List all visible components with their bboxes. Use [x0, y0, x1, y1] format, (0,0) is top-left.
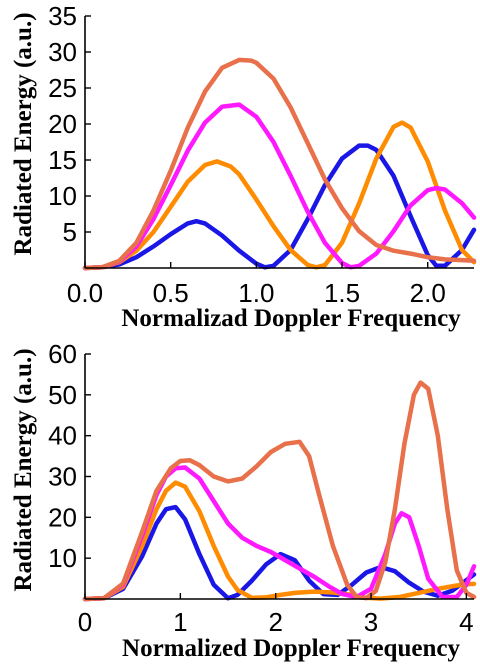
series-line-1: [82, 143, 477, 271]
y-tick-label: 10: [48, 543, 77, 573]
x-tick-label: 0.0: [67, 278, 103, 308]
y-tick-label: 35: [48, 1, 77, 31]
y-tick-label: 20: [48, 109, 77, 139]
x-tick-label: 0.5: [153, 278, 189, 308]
y-tick-label: 15: [48, 145, 77, 175]
y-axis-label: Radiated Energy (a.u.): [10, 12, 37, 255]
chart-panel-top: Radiated Energy (a.u.) Normalizad Dopple…: [10, 1, 477, 332]
series-line-2: [82, 120, 477, 271]
y-tick-label: 20: [48, 502, 77, 532]
x-tick-label: 1.5: [324, 278, 360, 308]
y-tick-label: 30: [48, 462, 77, 492]
y-tick-label: 60: [48, 339, 77, 369]
x-tick-label: 3: [364, 607, 378, 637]
y-tick-label: 30: [48, 37, 77, 67]
y-tick-label: 10: [48, 181, 77, 211]
x-tick-label: 4: [459, 607, 473, 637]
x-tick-label: 1: [173, 607, 187, 637]
x-axis-label: Normalizad Doppler Frequency: [121, 305, 461, 332]
y-axis-label: Radiated Energy (a.u.): [10, 348, 37, 591]
x-axis-label: Normalized Doppler Frequency: [122, 635, 460, 662]
y-tick-label: 25: [48, 73, 77, 103]
x-tick-label: 0: [78, 607, 92, 637]
x-tick-label: 2.0: [410, 278, 446, 308]
y-tick-label: 50: [48, 380, 77, 410]
series-line-2: [82, 480, 477, 602]
series-line-4: [82, 57, 477, 271]
chart-panel-bottom: Radiated Energy (a.u.) Normalized Dopple…: [10, 339, 477, 662]
y-tick-label: 40: [48, 421, 77, 451]
series-line-3: [82, 102, 477, 271]
x-tick-label: 1.0: [238, 278, 274, 308]
y-tick-label: 5: [63, 217, 77, 247]
series-line-4: [82, 380, 477, 602]
x-tick-label: 2: [268, 607, 282, 637]
series-line-1: [82, 504, 477, 602]
